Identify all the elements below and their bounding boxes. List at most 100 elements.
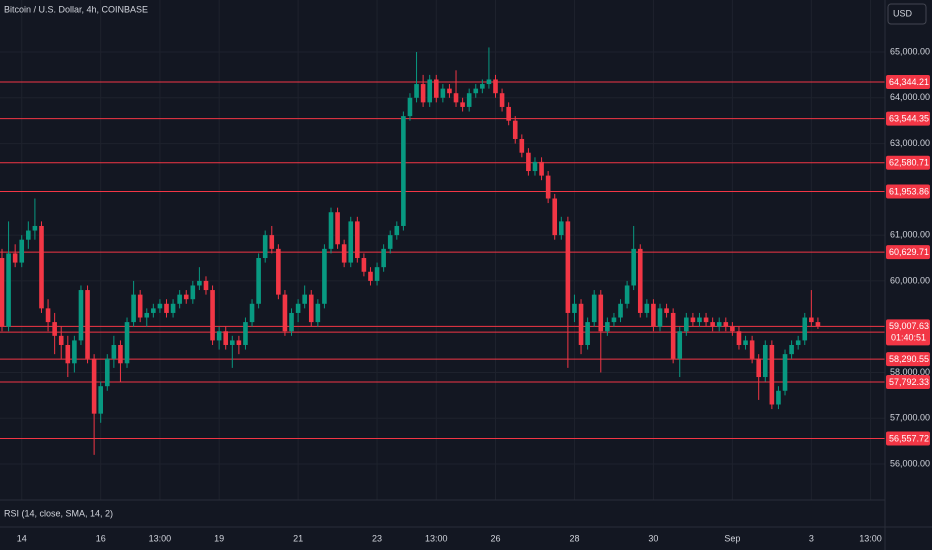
candle-body [52, 322, 57, 336]
candle-body [236, 340, 242, 345]
candle-body [249, 303, 255, 323]
candle-body [269, 235, 275, 249]
currency-button[interactable] [887, 3, 927, 25]
y-tick-label: 64,000.00 [890, 92, 930, 102]
y-tick-label: 65,000.00 [890, 46, 930, 56]
level-label-box [886, 245, 930, 260]
candle-body [559, 221, 564, 236]
candle-body [440, 88, 446, 98]
candle-body [598, 294, 604, 332]
candle-body [585, 322, 590, 345]
candle-body [183, 294, 189, 300]
candle-body [782, 354, 788, 391]
x-tick-label: 26 [490, 533, 500, 543]
candle-body [91, 358, 97, 414]
level-label: 63,544.35 [889, 114, 929, 124]
level-label: 64,344.21 [889, 77, 929, 87]
candle-body [578, 303, 584, 345]
candle-body [677, 331, 683, 359]
candle-body [223, 331, 229, 345]
candle-body [539, 161, 544, 176]
candle-body [684, 317, 689, 332]
candle-body [45, 308, 51, 323]
candle-body [308, 294, 314, 323]
candle-body [776, 390, 781, 405]
candle-body [703, 317, 709, 323]
candle-body [664, 308, 669, 313]
y-tick-label: 63,000.00 [890, 138, 930, 148]
candle-body [637, 248, 643, 313]
x-tick-label: 3 [809, 533, 814, 543]
candle-body [26, 230, 31, 240]
level-label-box [886, 374, 930, 389]
y-tick-label: 56,000.00 [890, 458, 930, 468]
candle-body [6, 253, 11, 327]
level-label-box [886, 352, 930, 367]
candle-body [427, 79, 432, 103]
candle-body [723, 322, 729, 327]
candle-body [276, 248, 281, 295]
candle-body [605, 322, 610, 332]
candle-body [651, 303, 656, 327]
candle-body [111, 344, 117, 359]
candle-body [98, 386, 103, 414]
candle-body [499, 93, 505, 107]
y-tick-label: 58,000.00 [890, 367, 930, 377]
candle-body [407, 97, 413, 117]
candle-body [749, 340, 755, 359]
x-tick-label: 13:00 [425, 533, 448, 543]
candle-body [118, 344, 123, 364]
candle-body [670, 312, 676, 359]
candle-body [690, 317, 696, 323]
candle-body [39, 225, 44, 309]
candle-body [769, 344, 775, 405]
currency[interactable]: USD [893, 8, 913, 18]
candle-body [756, 358, 761, 378]
candle-body [151, 308, 156, 313]
candle-body [730, 326, 735, 332]
level-label-box [886, 431, 930, 446]
candle-body [315, 303, 321, 323]
candle-body [381, 248, 386, 268]
candle-body [295, 303, 301, 313]
y-tick-label: 57,000.00 [890, 413, 930, 423]
candle-body [644, 303, 650, 313]
candle-body [414, 84, 419, 98]
candle-body [19, 239, 25, 263]
candle-body [506, 106, 511, 121]
candle-body [144, 312, 150, 318]
candle-body [65, 344, 71, 364]
candle-body [0, 258, 5, 327]
level-label: 58,290.55 [889, 354, 929, 364]
candle-body [58, 335, 64, 345]
candle-body [256, 258, 261, 304]
y-tick-label: 60,000.00 [890, 275, 930, 285]
x-tick-label: 13:00 [859, 533, 882, 543]
candle-body [282, 294, 288, 332]
candle-body [815, 322, 821, 327]
candle-body [736, 331, 742, 345]
candle-body [328, 212, 334, 249]
candle-body [262, 235, 268, 259]
candle-body [177, 294, 182, 304]
candle-body [433, 79, 439, 98]
level-label: 62,580.71 [889, 158, 929, 168]
candle-body [361, 258, 367, 272]
candle-body [157, 303, 163, 309]
candle-body [72, 340, 77, 364]
candle-body [78, 290, 84, 341]
candle-body [190, 285, 196, 300]
candle-body [216, 331, 222, 341]
x-tick-label: 19 [214, 533, 224, 543]
candle-body [374, 267, 380, 281]
candle-body [289, 312, 294, 332]
x-tick-label: Sep [724, 533, 740, 543]
indicator-label: RSI (14, close, SMA, 14, 2) [4, 508, 113, 518]
candle-body [795, 340, 801, 345]
candle-body [473, 88, 479, 94]
candle-body [631, 248, 636, 286]
level-label: 57,792.33 [889, 377, 929, 387]
candle-body [460, 102, 465, 107]
candle-body [591, 294, 597, 323]
